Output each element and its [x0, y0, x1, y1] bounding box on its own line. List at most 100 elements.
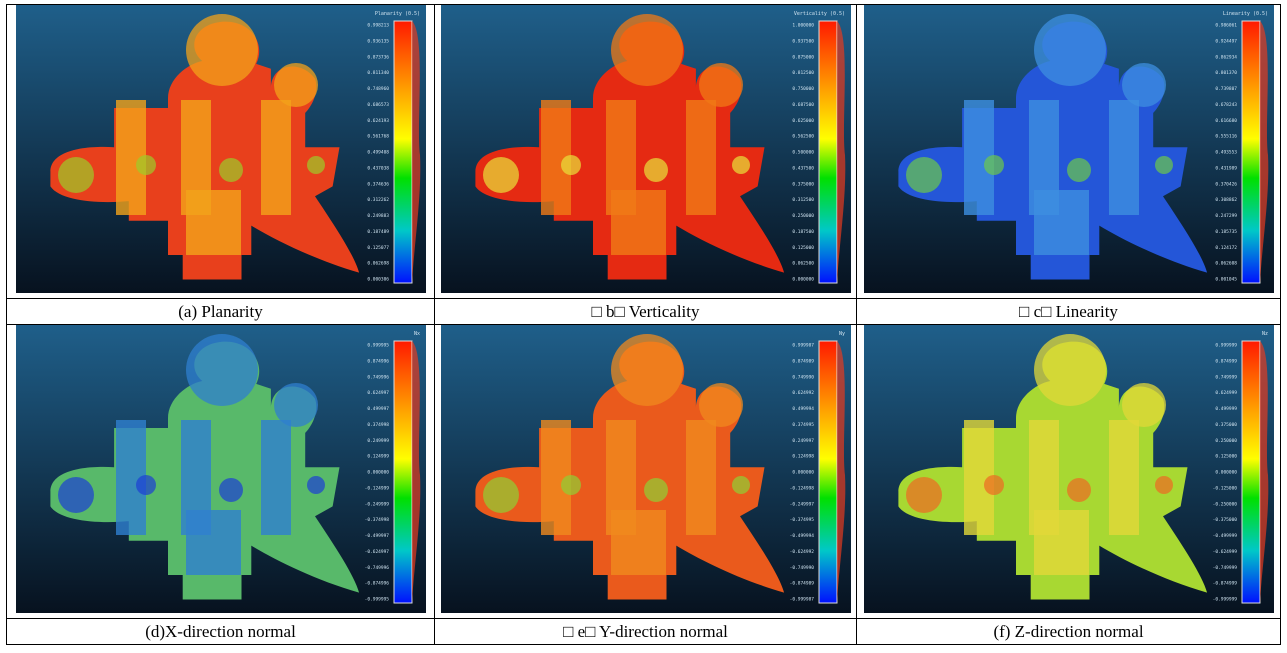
colorbar-tick-label: 0.250000 — [1215, 438, 1237, 444]
colorbar-tick-label: -0.874996 — [364, 581, 389, 587]
colorbar-tick-label: 0.125000 — [792, 245, 814, 251]
object-detail — [483, 157, 519, 193]
object-detail — [644, 478, 668, 502]
point-cloud-image: Linearity (0.5) 0.986061 0.924497 0.862934 0… — [864, 5, 1274, 293]
colorbar-tick-label: 0.686573 — [367, 102, 389, 108]
colorbar-tick-label: 0.062500 — [792, 261, 814, 267]
colorbar-title: Verticality (0.5) — [793, 11, 844, 17]
object-part — [186, 510, 241, 575]
colorbar-tick-label: -0.874999 — [1212, 581, 1237, 587]
colorbar-tick-label: 0.555116 — [1215, 134, 1237, 140]
image-cell: Planarity (0.5)0.9982130.9361350.8737360… — [7, 5, 435, 299]
object-detail — [307, 476, 325, 494]
colorbar-tick-label: 0.616680 — [1215, 118, 1237, 124]
colorbar-tick-label: 0.124999 — [367, 454, 389, 460]
colorbar-tick-label: 0.370426 — [1215, 181, 1237, 187]
object-detail — [644, 158, 668, 182]
colorbar-tick-label: 0.998213 — [367, 23, 389, 29]
object-part — [261, 420, 291, 535]
caption: (f) Z-direction normal — [857, 619, 1281, 645]
colorbar-tick-label: 0.924497 — [1215, 38, 1237, 44]
object-detail — [732, 156, 750, 174]
object-detail — [906, 157, 942, 193]
colorbar-tick-label: 0.374636 — [367, 181, 389, 187]
caption: □ b□ Verticality — [435, 299, 857, 325]
object-detail — [483, 477, 519, 513]
colorbar-tick-label: -0.374995 — [789, 517, 814, 523]
colorbar-tick-label: -0.249997 — [789, 501, 814, 507]
colorbar-tick-label: -0.624992 — [789, 549, 814, 555]
colorbar-tick-label: 0.374995 — [792, 422, 814, 428]
object-part — [1109, 100, 1139, 215]
object-detail — [732, 476, 750, 494]
colorbar-tick-label: 0.187500 — [792, 229, 814, 235]
point-cloud-image: Ny0.9999870.8749890.7499900.6249920.4999… — [441, 325, 851, 613]
object-detail — [136, 155, 156, 175]
image-cell: Verticality (0.5) 1.000000 0.937500 0.87500… — [435, 5, 857, 299]
caption-row: (a) Planarity□ b□ Verticality□ c□ Linear… — [7, 299, 1281, 325]
colorbar-tick-label: 0.801370 — [1215, 70, 1237, 76]
object-part — [274, 63, 318, 107]
colorbar-tick-label: 0.874996 — [367, 358, 389, 364]
caption-row: (d)X-direction normal□ e□ Y-direction no… — [7, 619, 1281, 645]
colorbar-tick-label: -0.124999 — [364, 485, 389, 491]
caption: □ e□ Y-direction normal — [435, 619, 857, 645]
colorbar-tick-label: 0.739807 — [1215, 86, 1237, 92]
colorbar-tick-label: -0.624999 — [1212, 549, 1237, 555]
object-part — [686, 100, 716, 215]
colorbar-tick-label: -0.499999 — [1212, 533, 1237, 539]
colorbar — [819, 21, 837, 283]
colorbar-tick-label: 0.875000 — [792, 54, 814, 60]
colorbar-tick-label: 0.749999 — [1215, 374, 1237, 380]
colorbar-tick-label: 0.375000 — [1215, 422, 1237, 428]
colorbar — [1242, 341, 1260, 603]
colorbar-tick-label: 0.185735 — [1215, 229, 1237, 235]
object-detail — [1067, 478, 1091, 502]
colorbar-tick-label: 0.125000 — [1215, 454, 1237, 460]
object-detail — [561, 155, 581, 175]
object-detail — [561, 475, 581, 495]
point-cloud-image: Planarity (0.5)0.9982130.9361350.8737360… — [16, 5, 426, 293]
colorbar-tick-label: 0.687500 — [792, 102, 814, 108]
colorbar-tick-label: 0.000306 — [367, 277, 389, 283]
colorbar-tick-label: 0.561768 — [367, 134, 389, 140]
colorbar-tick-label: 0.986061 — [1215, 23, 1237, 29]
object-part — [686, 420, 716, 535]
object-part — [1122, 63, 1166, 107]
object-part — [186, 14, 258, 86]
colorbar-tick-label: 0.499997 — [367, 406, 389, 412]
colorbar-tick-label: 0.312262 — [367, 197, 389, 203]
colorbar-tick-label: 0.936135 — [367, 38, 389, 44]
colorbar-tick-label: -0.874989 — [789, 581, 814, 587]
colorbar-tick-label: -0.999999 — [1212, 597, 1237, 603]
colorbar-tick-label: 1.000000 — [792, 23, 814, 29]
colorbar-tick-label: -0.999995 — [364, 597, 389, 603]
colorbar-tick-label: 0.862934 — [1215, 54, 1237, 60]
colorbar-tick-label: 0.500000 — [792, 150, 814, 156]
colorbar-tick-label: 0.375000 — [792, 181, 814, 187]
object-part — [699, 63, 743, 107]
colorbar-tick-label: 0.562500 — [792, 134, 814, 140]
colorbar-tick-label: 0.000000 — [792, 470, 814, 476]
object-detail — [906, 477, 942, 513]
colorbar-tick-label: 0.873736 — [367, 54, 389, 60]
colorbar-tick-label: -0.499994 — [789, 533, 814, 539]
colorbar-title: Ny — [838, 331, 844, 337]
colorbar — [1242, 21, 1260, 283]
colorbar-tick-label: 0.624997 — [367, 390, 389, 396]
colorbar-tick-label: -0.749996 — [364, 565, 389, 571]
colorbar-tick-label: 0.124172 — [1215, 245, 1237, 251]
object-part — [186, 190, 241, 255]
colorbar-title: Linearity (0.5) — [1222, 11, 1267, 17]
colorbar — [394, 21, 412, 283]
object-part — [611, 334, 683, 406]
colorbar-tick-label: 0.937500 — [792, 38, 814, 44]
colorbar-tick-label: 0.000000 — [1215, 470, 1237, 476]
colorbar-tick-label: 0.748960 — [367, 86, 389, 92]
object-part — [1122, 383, 1166, 427]
colorbar-tick-label: 0.308862 — [1215, 197, 1237, 203]
object-part — [611, 14, 683, 86]
